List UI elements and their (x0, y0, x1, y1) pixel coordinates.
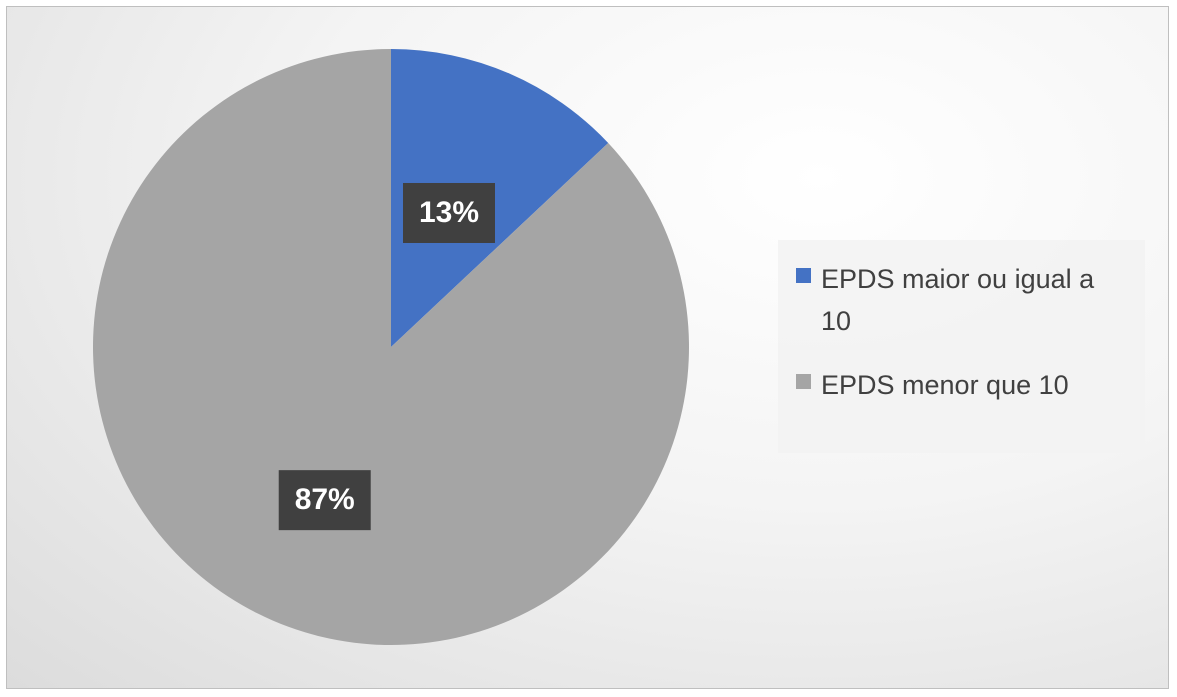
data-label-box (402, 182, 495, 243)
legend-entry: EPDS maior ou igual a 10 (796, 258, 1145, 342)
data-label-text: 87% (295, 483, 355, 516)
legend-label: EPDS menor que 10 (821, 370, 1069, 400)
legend: EPDS maior ou igual a 10 EPDS menor que 1… (778, 240, 1145, 453)
data-label: 87% (278, 470, 371, 531)
legend-marker (796, 268, 811, 283)
data-label-box (278, 470, 371, 531)
legend-marker (796, 374, 811, 389)
pie-slice (93, 49, 690, 645)
pie-slice (391, 49, 609, 347)
legend-label: EPDS maior ou igual a 10 (821, 264, 1095, 336)
legend-entry: EPDS menor que 10 (796, 364, 1145, 406)
data-label-text: 13% (419, 196, 479, 229)
data-label: 13% (402, 182, 495, 243)
